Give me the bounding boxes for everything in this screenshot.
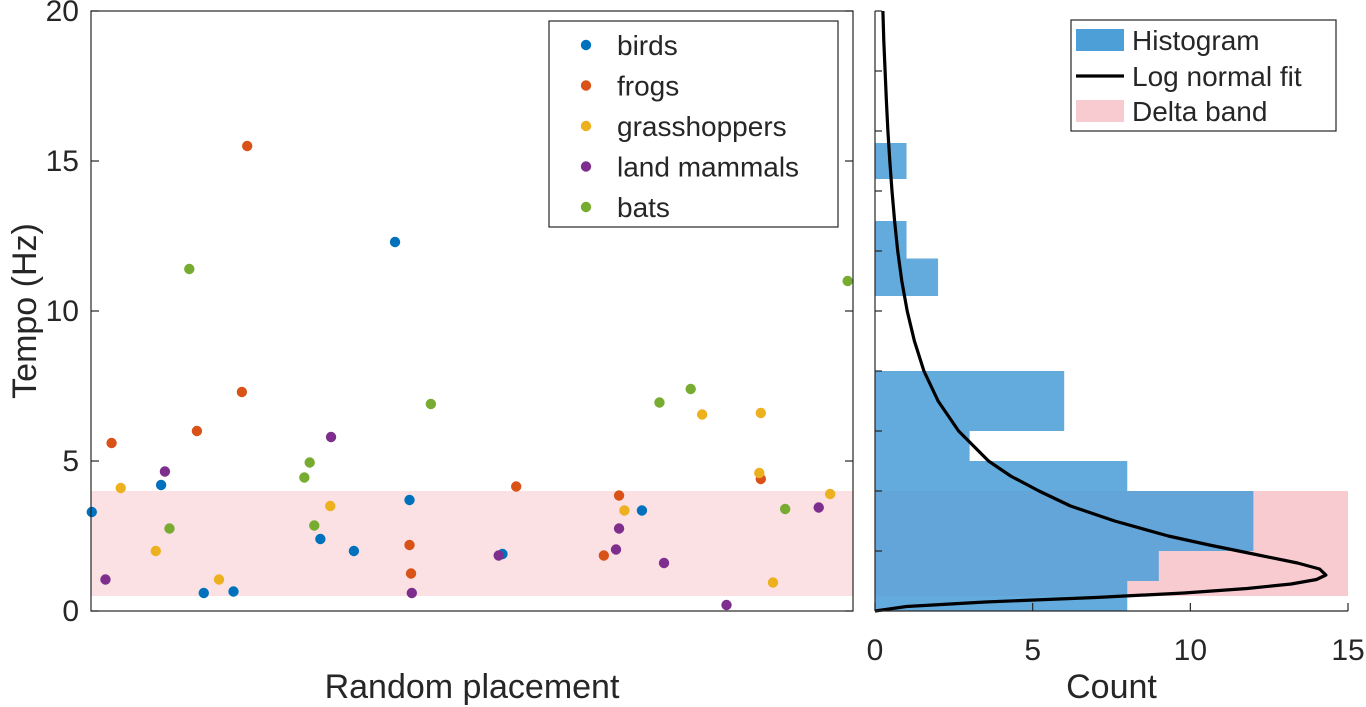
scatter-point-grasshoppers xyxy=(767,577,779,588)
scatter-point-bats xyxy=(779,503,791,515)
scatter-point-frogs xyxy=(191,425,203,437)
scatter-panel: 0 5 10 15 20 birds frogs grasshoppers land mamm… xyxy=(6,0,854,706)
legend-label-grasshoppers: grasshoppers xyxy=(617,111,787,142)
histogram-bar xyxy=(875,221,907,259)
scatter-point-land-mammals xyxy=(721,599,732,611)
scatter-point-birds xyxy=(315,533,326,545)
histogram-x-tick-label: 15 xyxy=(1331,634,1364,667)
scatter-y-tick-label: 0 xyxy=(62,595,79,628)
legend-marker-bats xyxy=(580,201,592,213)
scatter-point-bats xyxy=(304,457,315,468)
scatter-y-tick-label: 10 xyxy=(46,295,79,328)
scatter-point-birds xyxy=(348,545,360,557)
scatter-point-frogs xyxy=(598,550,610,561)
scatter-point-frogs xyxy=(404,539,415,551)
scatter-point-frogs xyxy=(510,481,522,492)
legend-label-birds: birds xyxy=(617,30,678,61)
legend-label-log-normal-fit: Log normal fit xyxy=(1132,61,1302,92)
scatter-point-birds xyxy=(198,587,209,599)
scatter-point-land-mammals xyxy=(159,466,171,477)
histogram-panel: 0 5 10 15 Histogram Log normal fit Delta band… xyxy=(867,10,1365,706)
scatter-point-birds xyxy=(389,236,401,248)
histogram-x-axis-label: Count xyxy=(1066,668,1157,706)
scatter-point-grasshoppers xyxy=(150,545,161,557)
scatter-point-frogs xyxy=(236,386,248,398)
scatter-point-birds xyxy=(404,494,415,506)
scatter-point-birds xyxy=(155,479,167,491)
scatter-point-grasshoppers xyxy=(824,488,836,500)
scatter-y-axis-label: Tempo (Hz) xyxy=(6,223,44,399)
scatter-point-frogs xyxy=(106,437,117,449)
histogram-bar xyxy=(875,551,1159,581)
legend-label-histogram: Histogram xyxy=(1132,25,1260,56)
histogram-bar xyxy=(875,258,939,296)
scatter-point-bats xyxy=(184,263,195,275)
scatter-point-land-mammals xyxy=(493,550,504,561)
scatter-point-grasshoppers xyxy=(754,467,765,479)
scatter-delta-band xyxy=(91,491,853,596)
legend-marker-frogs xyxy=(580,80,592,91)
scatter-point-frogs xyxy=(405,568,417,579)
scatter-point-grasshoppers xyxy=(325,500,336,512)
legend-swatch-delta-band xyxy=(1076,100,1124,122)
histogram-x-tick-label: 5 xyxy=(1024,634,1041,667)
histogram-bar xyxy=(875,371,1065,431)
scatter-legend-box xyxy=(548,20,839,228)
scatter-point-grasshoppers xyxy=(115,482,126,494)
scatter-point-bats xyxy=(164,523,175,534)
scatter-point-grasshoppers xyxy=(696,409,708,420)
scatter-point-land-mammals xyxy=(658,557,670,569)
scatter-point-land-mammals xyxy=(406,587,418,599)
scatter-point-bats xyxy=(685,383,696,395)
scatter-point-land-mammals xyxy=(610,544,622,555)
scatter-point-bats xyxy=(654,397,665,408)
legend-label-bats: bats xyxy=(617,192,670,223)
scatter-point-land-mammals xyxy=(813,502,824,513)
legend-marker-land-mammals xyxy=(580,161,592,172)
scatter-point-bats xyxy=(425,398,437,410)
scatter-point-birds xyxy=(636,505,648,516)
scatter-y-tick-label: 20 xyxy=(46,0,79,28)
scatter-point-grasshoppers xyxy=(755,407,766,419)
log-normal-fit-curve xyxy=(874,10,1328,613)
scatter-point-land-mammals xyxy=(613,523,625,534)
scatter-point-land-mammals xyxy=(325,431,337,443)
legend-label-frogs: frogs xyxy=(617,71,679,102)
scatter-point-grasshoppers xyxy=(213,574,225,585)
scatter-point-birds xyxy=(228,586,239,597)
scatter-y-tick-label: 5 xyxy=(62,445,79,478)
scatter-x-axis-label: Random placement xyxy=(325,668,620,706)
legend-label-land-mammals: land mammals xyxy=(617,152,799,183)
scatter-point-bats xyxy=(842,275,853,287)
histogram-x-tick-label: 0 xyxy=(867,634,884,667)
scatter-point-bats xyxy=(299,472,310,483)
legend-swatch-histogram xyxy=(1076,29,1124,51)
scatter-point-birds xyxy=(86,506,97,518)
scatter-point-grasshoppers xyxy=(619,505,630,516)
histogram-x-tick-label: 10 xyxy=(1174,634,1207,667)
histogram-bar xyxy=(875,431,970,461)
legend-marker-birds xyxy=(580,39,592,51)
scatter-point-frogs xyxy=(613,490,625,501)
scatter-point-land-mammals xyxy=(100,574,111,585)
scatter-point-frogs xyxy=(242,140,253,152)
histogram-bar xyxy=(875,461,1128,491)
scatter-y-tick-label: 15 xyxy=(46,145,79,178)
legend-label-delta-band: Delta band xyxy=(1132,96,1267,127)
scatter-point-bats xyxy=(309,520,320,531)
legend-marker-grasshoppers xyxy=(580,120,592,132)
